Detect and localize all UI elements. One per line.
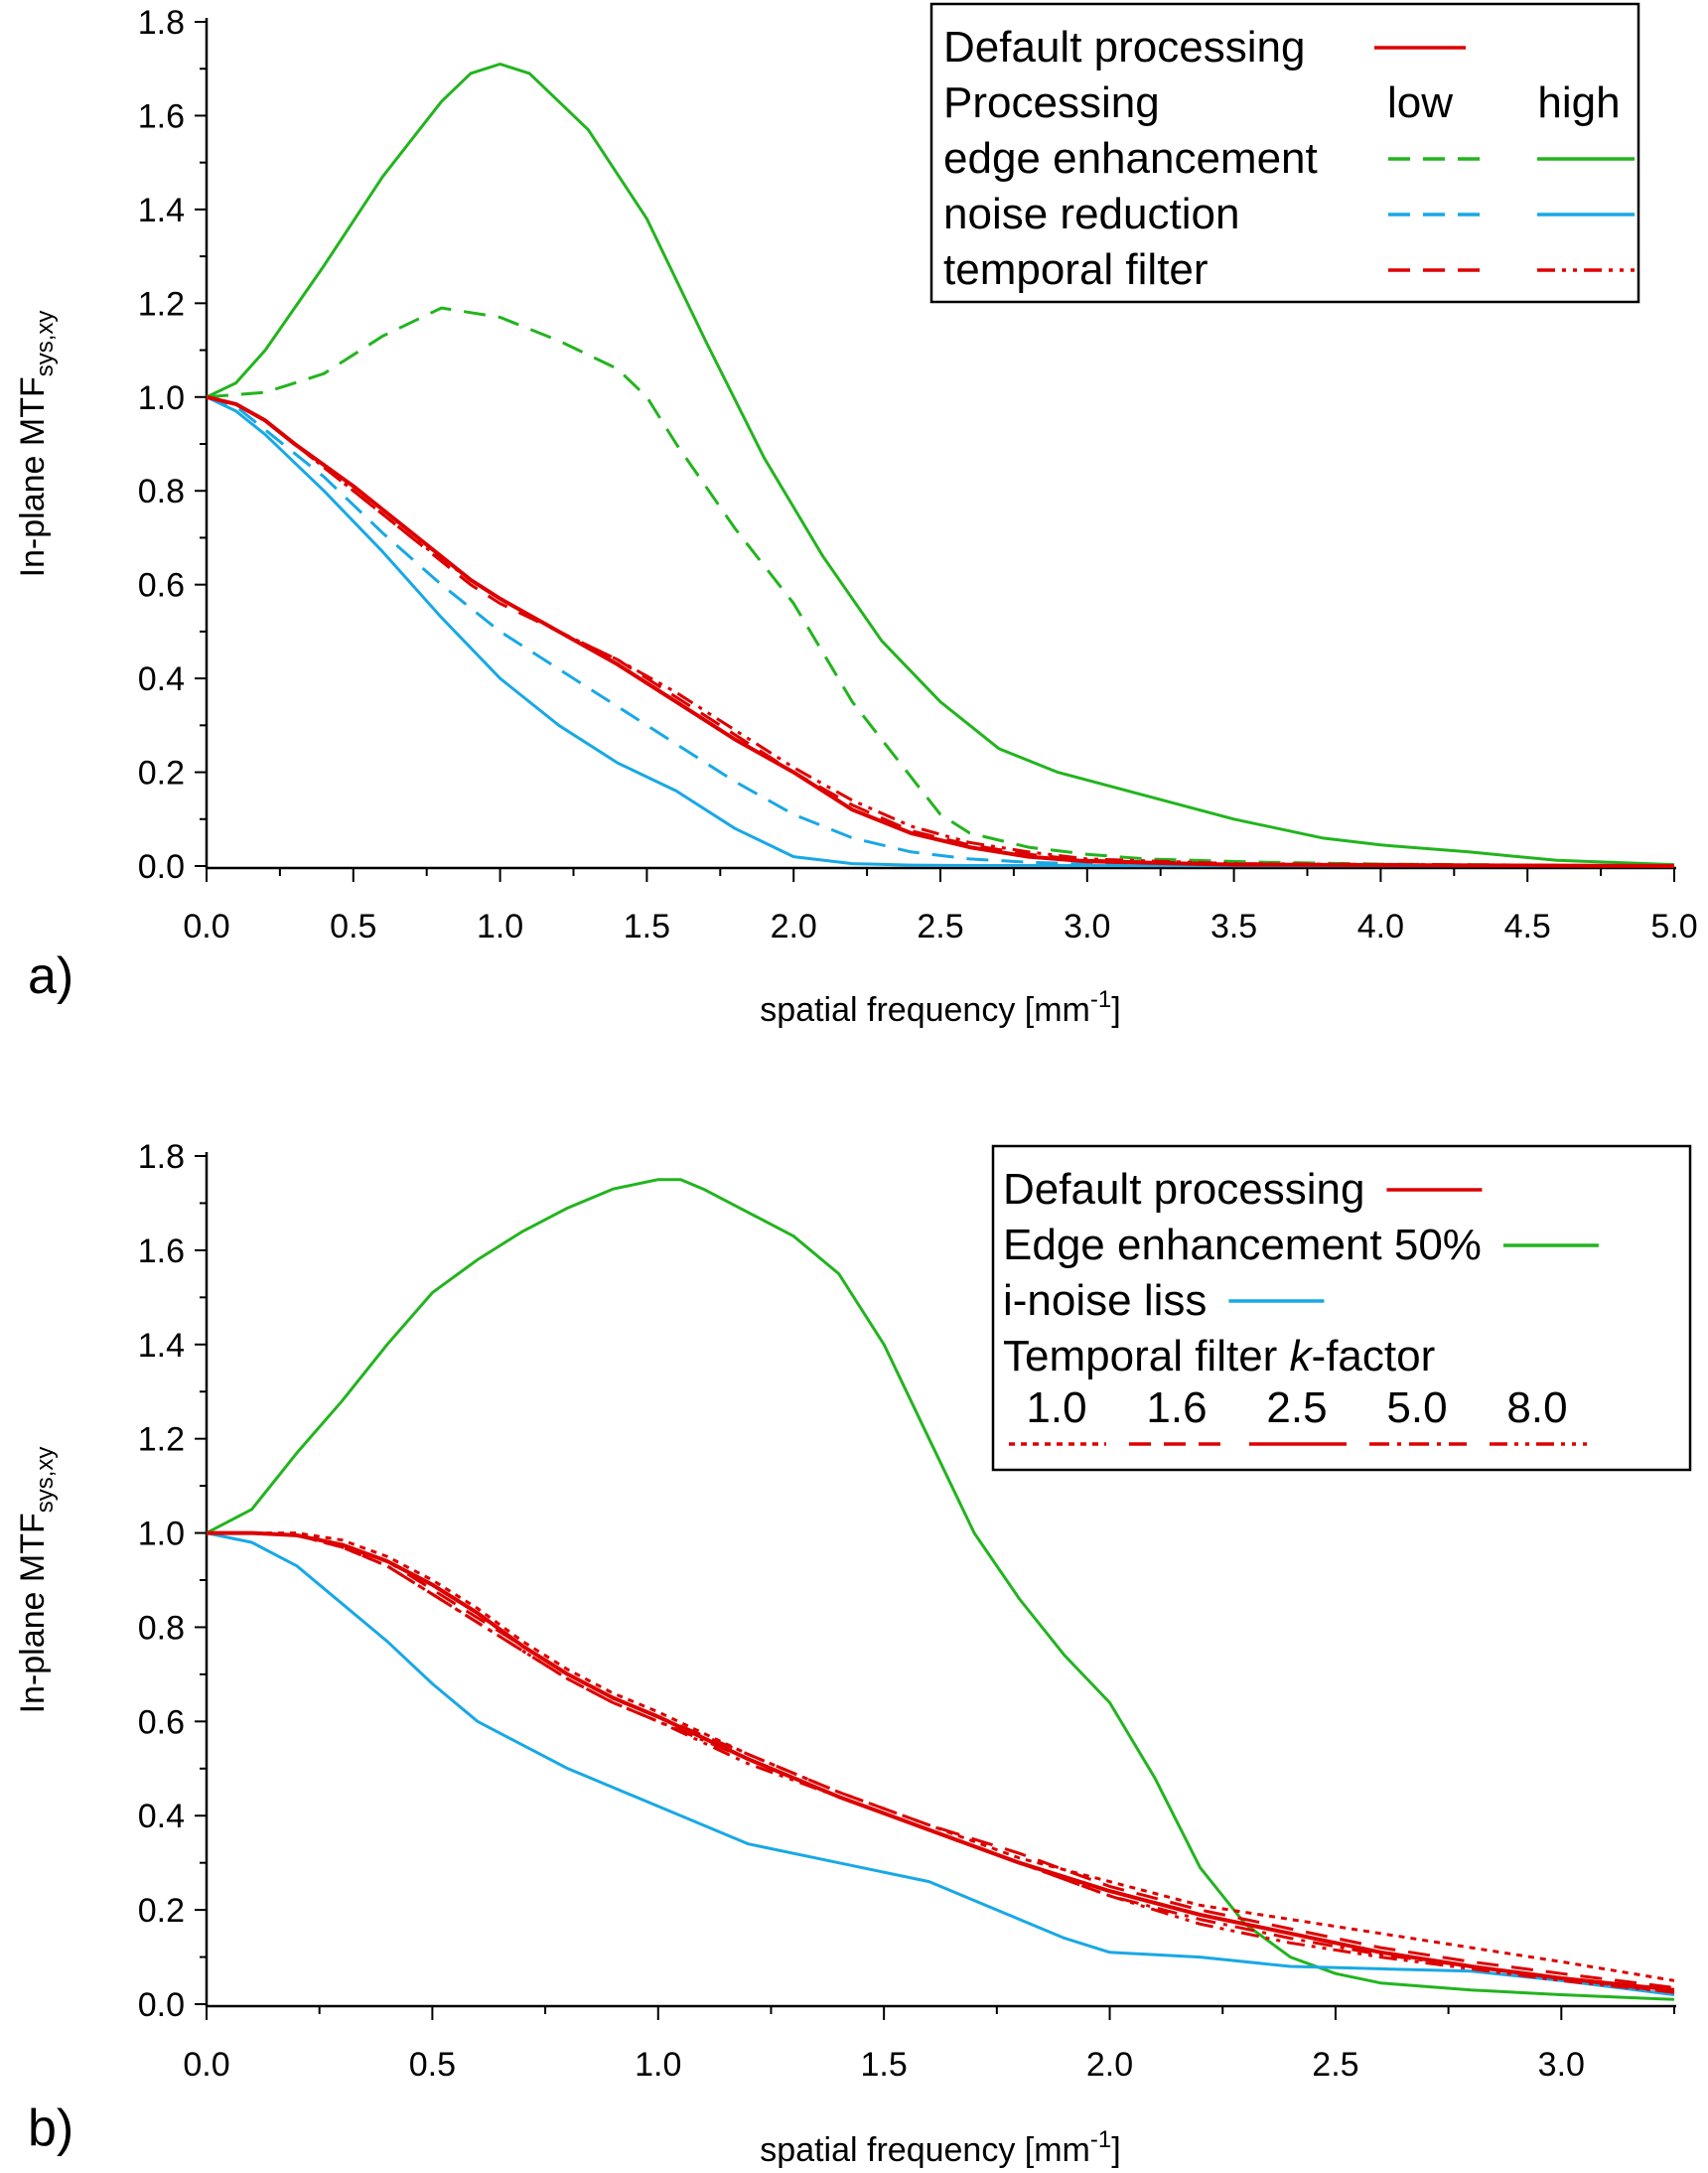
y-tick-label: 0.2 [138, 1892, 185, 1930]
x-tick-label: 5.0 [1650, 908, 1697, 945]
y-tick-label: 1.0 [138, 379, 185, 417]
y-tick-label: 0.0 [138, 848, 185, 886]
series-line-edge-enhancement-low [206, 306, 1675, 868]
x-tick-label: 2.0 [771, 908, 817, 945]
panel-label: b) [28, 2100, 73, 2157]
y-tick-label: 1.2 [138, 1421, 185, 1459]
x-tick-label: 0.5 [409, 2046, 456, 2084]
y-tick-label: 0.0 [138, 1986, 185, 2024]
chart-panel-a: 0.0 0.2 0.4 0.6 0.8 1.0 1.2 1.4 1.6 1.8 0.0 0.5 1.0 1… [14, 2, 1698, 1029]
legend-label: Default processing [943, 23, 1305, 72]
legend-col-header: high [1537, 78, 1620, 127]
legend-kfactor-label: 2.5 [1266, 1383, 1327, 1432]
x-tick-label: 1.0 [635, 2046, 681, 2084]
legend-box [929, 2, 1640, 304]
legend-label: noise reduction [943, 190, 1239, 238]
series-line-5-0 [207, 1531, 1675, 1994]
legend-label: Edge enhancement 50% [1003, 1221, 1482, 1269]
legend-label: Temporal filter k-factor [1003, 1332, 1435, 1380]
x-tick-label: 0.0 [183, 908, 229, 945]
legend-kfactor-label: 1.0 [1026, 1383, 1086, 1432]
x-axis-label: spatial frequency [mm-1] [760, 986, 1120, 1029]
y-tick-label: 0.4 [138, 1798, 185, 1835]
legend-kfactor-label: 1.6 [1146, 1383, 1207, 1432]
x-tick-label: 0.5 [330, 908, 376, 945]
x-tick-label: 2.5 [1312, 2046, 1358, 2084]
series-line-1-6 [207, 1531, 1675, 1989]
series-line-8-0 [207, 1531, 1675, 1994]
x-tick-label: 3.0 [1538, 2046, 1585, 2084]
y-axis-label: In-plane MTFsys,xy [14, 1447, 59, 1714]
legend-label: Processing [943, 78, 1160, 127]
series-line-default-processing [206, 394, 1675, 868]
legend: Default processing Processing low high edge … [929, 2, 1640, 304]
legend-label: temporal filter [943, 245, 1209, 294]
x-tick-label: 3.5 [1210, 908, 1257, 945]
y-tick-label: 0.6 [138, 567, 185, 605]
y-tick-label: 0.4 [138, 660, 185, 698]
series-line-noise-reduction-low [206, 395, 1675, 868]
series-line-i-noise-liss [206, 1531, 1675, 1996]
y-tick-label: 0.8 [138, 473, 185, 510]
x-tick-label: 1.5 [624, 908, 670, 945]
legend-kfactor-label: 8.0 [1506, 1383, 1567, 1432]
x-tick-label: 4.0 [1357, 908, 1404, 945]
series-line-temporal-filter-low [206, 395, 1675, 868]
panel-label: a) [28, 947, 73, 1005]
legend-label: i-noise liss [1003, 1276, 1207, 1325]
legend-kfactor-label: 5.0 [1386, 1383, 1447, 1432]
series-line-edge-enhancement-high [206, 63, 1675, 867]
y-axis-label: In-plane MTFsys,xy [14, 311, 59, 578]
y-tick-label: 1.8 [138, 1138, 185, 1176]
x-axis-label: spatial frequency [mm-1] [760, 2126, 1120, 2169]
y-tick-label: 1.0 [138, 1516, 185, 1553]
series-line-edge-enhancement-50- [206, 1178, 1675, 2001]
x-tick-label: 1.0 [477, 908, 523, 945]
series-line-temporal-filter-high [206, 395, 1675, 868]
y-tick-label: 1.8 [138, 4, 185, 42]
y-tick-label: 1.4 [138, 192, 185, 229]
y-tick-label: 0.8 [138, 1609, 185, 1647]
x-tick-label: 2.5 [917, 908, 963, 945]
y-tick-label: 0.2 [138, 755, 185, 793]
y-tick-label: 1.4 [138, 1327, 185, 1365]
legend-col-header: low [1387, 78, 1453, 127]
series-line-default-processing [207, 1530, 1675, 1992]
y-tick-label: 1.2 [138, 285, 185, 323]
y-tick-label: 1.6 [138, 1232, 185, 1270]
x-tick-label: 2.0 [1086, 2046, 1133, 2084]
series-line-noise-reduction-high [206, 395, 1675, 868]
x-tick-label: 4.5 [1504, 908, 1551, 945]
x-tick-label: 1.5 [861, 2046, 908, 2084]
x-tick-label: 0.0 [183, 2046, 229, 2084]
legend-label: edge enhancement [943, 134, 1318, 183]
legend: Default processing Edge enhancement 50% i-… [991, 1144, 1692, 1472]
y-tick-label: 1.6 [138, 97, 185, 135]
legend-box [991, 1144, 1692, 1472]
y-tick-label: 0.6 [138, 1703, 185, 1741]
series-line-1-0 [207, 1531, 1675, 1982]
legend-label: Default processing [1003, 1165, 1364, 1214]
chart-panel-b: 0.0 0.2 0.4 0.6 0.8 1.0 1.2 1.4 1.6 1.8 0.0 0.5 1.0 1… [14, 1138, 1692, 2169]
x-tick-label: 3.0 [1064, 908, 1110, 945]
